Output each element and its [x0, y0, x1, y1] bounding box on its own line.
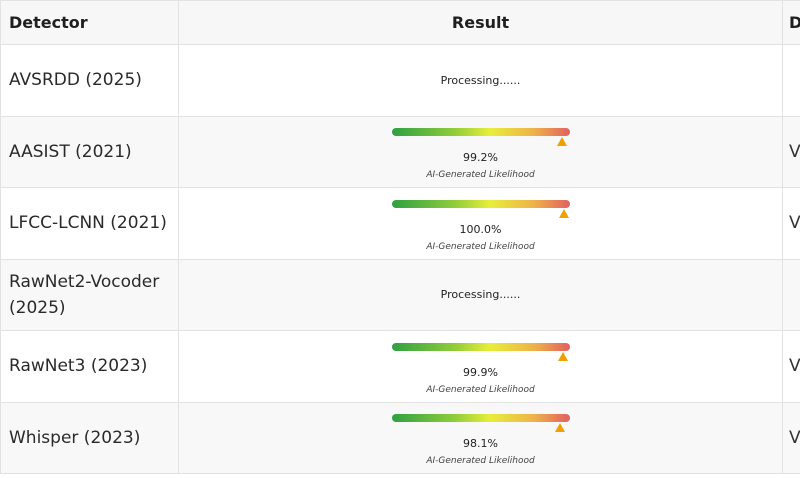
warning-triangle-icon — [558, 208, 569, 218]
result-cell: Processing...... — [178, 44, 783, 117]
likelihood-caption: AI-Generated Likelihood — [426, 170, 535, 181]
third-column-cell: V — [782, 187, 800, 260]
likelihood-gradient-bar — [391, 342, 570, 351]
likelihood-meter — [391, 338, 570, 361]
third-column-cell — [782, 258, 800, 331]
table-row: AVSRDD (2025) Processing...... — [0, 44, 800, 117]
table-row: LFCC-LCNN (2021) 100.0% AI-Generated Lik… — [0, 187, 800, 260]
likelihood-gradient-bar — [391, 199, 570, 208]
third-column-cell: V — [782, 115, 800, 188]
likelihood-meter — [391, 195, 570, 218]
likelihood-meter — [391, 409, 570, 433]
result-cell: 98.1% AI-Generated Likelihood — [178, 401, 783, 474]
result-cell: 99.9% AI-Generated Likelihood — [178, 330, 783, 403]
table-row: Whisper (2023) 98.1% AI-Generated Likeli… — [0, 401, 800, 474]
likelihood-percent: 100.0% — [459, 222, 502, 236]
result-column-header: Result — [178, 0, 783, 45]
result-cell: Processing...... — [178, 258, 783, 331]
likelihood-percent: 99.9% — [463, 365, 498, 379]
likelihood-gradient-bar — [391, 128, 570, 137]
warning-triangle-icon — [557, 137, 568, 147]
result-cell: 99.2% AI-Generated Likelihood — [178, 115, 783, 188]
likelihood-caption: AI-Generated Likelihood — [426, 384, 535, 395]
likelihood-meter — [391, 123, 570, 147]
likelihood-caption: AI-Generated Likelihood — [426, 456, 535, 467]
detector-name: AVSRDD (2025) — [0, 44, 179, 117]
warning-triangle-icon — [558, 351, 569, 361]
warning-triangle-icon — [555, 423, 566, 433]
table-row: AASIST (2021) 99.2% AI-Generated Likelih… — [0, 115, 800, 188]
detector-name: LFCC-LCNN (2021) — [0, 187, 179, 260]
third-column-cell: V — [782, 401, 800, 474]
table-row: RawNet2-Vocoder (2025) Processing...... — [0, 258, 800, 331]
processing-status: Processing...... — [440, 73, 521, 87]
table-header-row: Detector Result D — [0, 0, 800, 45]
third-column-cell — [782, 44, 800, 117]
table-row: RawNet3 (2023) 99.9% AI-Generated Likeli… — [0, 330, 800, 403]
processing-status: Processing...... — [440, 288, 521, 302]
likelihood-caption: AI-Generated Likelihood — [426, 241, 535, 252]
detector-name: AASIST (2021) — [0, 115, 179, 188]
likelihood-percent: 99.2% — [463, 151, 498, 165]
detector-name: RawNet2-Vocoder (2025) — [0, 258, 179, 331]
likelihood-percent: 98.1% — [463, 437, 498, 451]
detector-name: Whisper (2023) — [0, 401, 179, 474]
detector-name: RawNet3 (2023) — [0, 330, 179, 403]
result-cell: 100.0% AI-Generated Likelihood — [178, 187, 783, 260]
detector-column-header: Detector — [0, 0, 179, 45]
likelihood-gradient-bar — [391, 414, 570, 423]
third-column-header: D — [782, 0, 800, 45]
third-column-cell: V — [782, 330, 800, 403]
